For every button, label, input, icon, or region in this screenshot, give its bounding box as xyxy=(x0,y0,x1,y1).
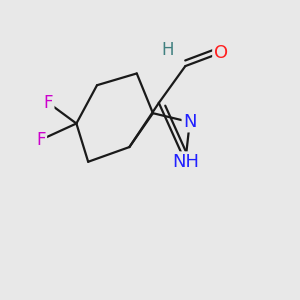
Text: N: N xyxy=(183,113,196,131)
Text: O: O xyxy=(214,44,228,62)
Text: F: F xyxy=(44,94,53,112)
Text: H: H xyxy=(161,41,174,59)
Text: F: F xyxy=(36,131,46,149)
Text: NH: NH xyxy=(172,153,199,171)
